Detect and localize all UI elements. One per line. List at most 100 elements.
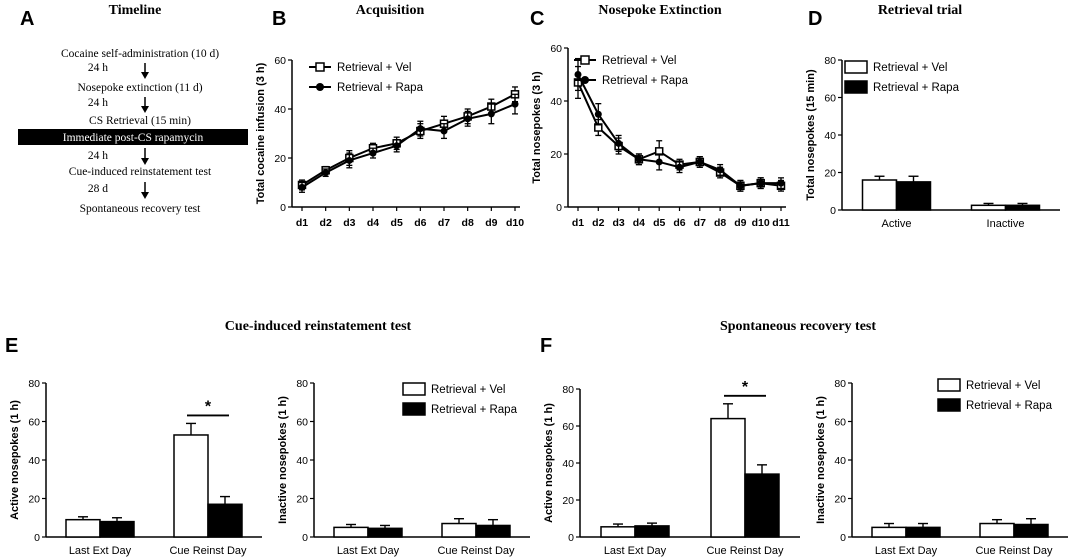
y-tick-label: 80 — [28, 378, 40, 390]
chart-title: Acquisition — [356, 3, 425, 18]
y-axis-label: Total cocaine infusion (3 h) — [255, 62, 267, 204]
data-point — [298, 183, 306, 191]
x-tick-label: Cue Reinst Day — [975, 545, 1053, 557]
x-tick-label: Active — [882, 218, 912, 230]
y-tick-label: 60 — [824, 93, 836, 105]
data-point — [635, 155, 643, 163]
y-tick-label: 0 — [556, 202, 562, 214]
bar — [207, 503, 243, 538]
legend-label: Retrieval + Rapa — [873, 82, 960, 94]
y-axis-label: Active nosepokes (1 h) — [543, 403, 555, 523]
x-tick-label: d8 — [714, 217, 726, 229]
data-point — [393, 142, 401, 150]
y-tick-label: 0 — [34, 532, 40, 544]
y-tick-label: 40 — [28, 455, 40, 467]
x-tick-label: Inactive — [987, 218, 1025, 230]
bar — [979, 522, 1015, 538]
arrow-down-icon — [141, 63, 149, 79]
chart-F-active: 0 20 40 60 80 Active nosepokes (1 h) Last Ext … — [543, 379, 800, 557]
significance-star: * — [742, 379, 749, 396]
bar — [895, 181, 932, 211]
bar — [173, 434, 209, 538]
data-point — [511, 100, 519, 108]
y-tick-label: 40 — [824, 130, 836, 142]
series-line — [301, 93, 516, 186]
legend-swatch — [937, 378, 961, 392]
data-point — [369, 149, 377, 157]
data-point — [716, 166, 724, 174]
legend-label: Retrieval + Vel — [431, 384, 505, 396]
charts-layer: 0 20 40 60 Total cocaine infusion (3 h) Acqui… — [9, 3, 1068, 557]
x-tick-label: d8 — [462, 217, 474, 229]
legend-swatch — [402, 382, 426, 396]
bar — [634, 525, 670, 538]
bar — [1004, 204, 1041, 211]
y-tick-label: 60 — [296, 417, 308, 429]
x-tick-label: Last Ext Day — [604, 545, 667, 557]
y-tick-label: 60 — [28, 417, 40, 429]
bar — [367, 527, 403, 538]
x-tick-label: d11 — [772, 217, 790, 229]
data-point — [615, 139, 623, 147]
bar — [65, 518, 101, 538]
y-tick-label: 20 — [824, 168, 836, 180]
data-point — [655, 158, 663, 166]
timeline-gap-2: 24 h — [88, 97, 108, 109]
y-tick-label: 20 — [550, 149, 562, 161]
legend-swatch — [937, 398, 961, 412]
legend-label: Retrieval + Rapa — [337, 82, 424, 94]
timeline-step-3: CS Retrieval (15 min) — [89, 115, 191, 127]
significance-star: * — [205, 398, 212, 415]
arrow-down-icon — [141, 182, 149, 199]
y-axis-label: Total nosepokes (15 min) — [805, 69, 817, 201]
x-tick-label: d2 — [592, 217, 604, 229]
arrow-down-icon — [141, 148, 149, 165]
y-tick-label: 80 — [296, 378, 308, 390]
timeline-title: Timeline — [109, 3, 162, 18]
x-tick-label: d7 — [438, 217, 450, 229]
timeline-step-5: Cue-induced reinstatement test — [69, 166, 212, 178]
legend-swatch — [402, 402, 426, 416]
legend: Retrieval + Vel Retrieval + Rapa — [937, 378, 1053, 412]
legend: Retrieval + Vel Retrieval + Rapa — [309, 62, 424, 94]
y-tick-label: 40 — [562, 458, 574, 470]
legend-label: Retrieval + Rapa — [431, 404, 518, 416]
y-tick-label: 20 — [834, 494, 846, 506]
y-tick-label: 0 — [280, 202, 286, 214]
panel-letter-e: E — [5, 335, 18, 357]
panel-letter-c: C — [530, 8, 544, 30]
bar — [441, 522, 477, 538]
bar — [970, 204, 1007, 211]
timeline-gap-3: 24 h — [88, 150, 108, 162]
y-tick-label: 60 — [834, 417, 846, 429]
legend: Retrieval + Vel Retrieval + Rapa — [402, 382, 518, 416]
y-tick-label: 40 — [550, 96, 562, 108]
data-point — [757, 179, 765, 187]
y-tick-label: 0 — [830, 205, 836, 217]
legend-label: Retrieval + Rapa — [602, 75, 689, 87]
legend-marker-filled-circle — [581, 76, 589, 84]
chart-D: 0 20 40 60 80 Total nosepokes (15 min) Retriev… — [805, 3, 1060, 230]
data-point — [487, 110, 495, 118]
y-axis-label: Active nosepokes (1 h) — [9, 400, 21, 520]
legend-swatch — [844, 60, 868, 74]
x-tick-label: d5 — [391, 217, 403, 229]
x-tick-label: d4 — [633, 217, 645, 229]
x-tick-label: d3 — [343, 217, 355, 229]
bar — [600, 526, 636, 538]
timeline-step-1: Cocaine self-administration (10 d) — [61, 48, 219, 60]
chart-F-inactive: 0 20 40 60 80 Inactive nosepokes (1 h) Last Ex… — [815, 378, 1068, 557]
y-tick-label: 20 — [28, 494, 40, 506]
x-tick-label: Cue Reinst Day — [706, 545, 784, 557]
chart-E-inactive: 0 20 40 60 80 Inactive nosepokes (1 h) Last Ex… — [277, 378, 530, 557]
x-tick-label: d6 — [414, 217, 426, 229]
y-axis-label: Inactive nosepokes (1 h) — [277, 396, 289, 524]
x-tick-label: d4 — [367, 217, 379, 229]
legend-swatch — [844, 80, 868, 94]
legend-label: Retrieval + Vel — [337, 62, 411, 74]
bar — [475, 524, 511, 538]
x-tick-label: Last Ext Day — [337, 545, 400, 557]
x-tick-label: d1 — [296, 217, 308, 229]
data-point — [345, 156, 353, 164]
